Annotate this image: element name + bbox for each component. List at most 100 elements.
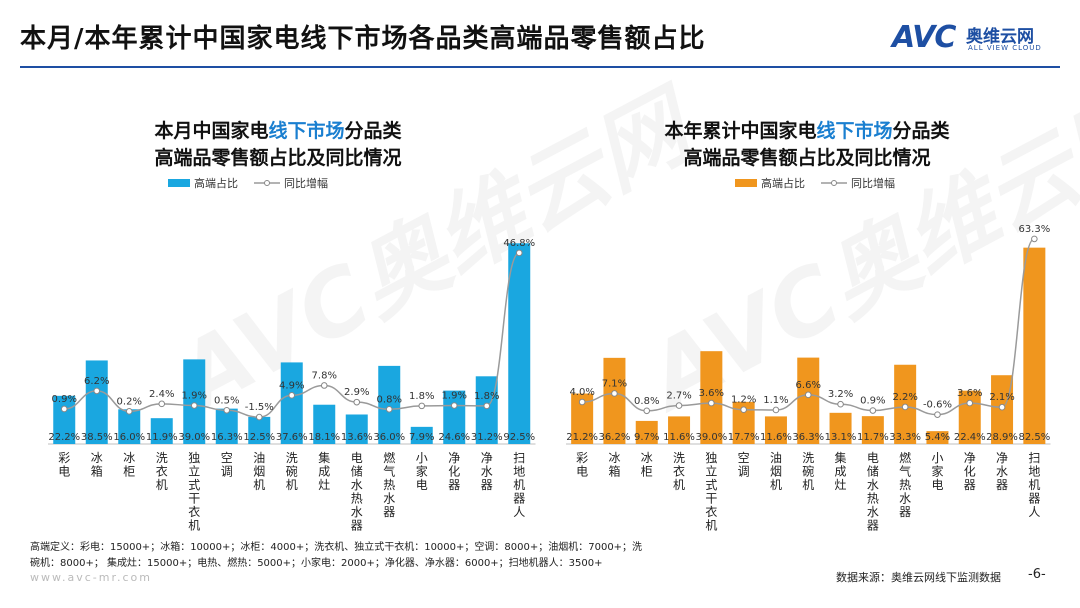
category-label-monthly-11-char-1: 家: [416, 464, 428, 479]
category-label-ytd-10-char-4: 器: [899, 505, 911, 519]
category-label-monthly-14-char-4: 人: [513, 505, 525, 519]
category-label-monthly-9-char-3: 热: [351, 492, 363, 506]
bar-label-ytd-7: 36.3%: [792, 432, 824, 443]
category-label-monthly-9-char-4: 水: [351, 505, 363, 519]
category-label-monthly-4-char-1: 立: [188, 464, 200, 479]
yoy-label-monthly-12: 1.9%: [442, 391, 467, 402]
bar-label-ytd-10: 33.3%: [889, 432, 921, 443]
yoy-point-ytd-11: [934, 411, 941, 418]
category-label-ytd-5-char-0: 空: [738, 451, 750, 465]
category-label-monthly-9-char-0: 电: [351, 451, 363, 465]
bar-label-monthly-7: 37.6%: [276, 432, 308, 443]
bar-label-monthly-14: 92.5%: [503, 432, 535, 443]
bar-monthly-12: [443, 390, 466, 444]
bar-monthly-7: [280, 362, 303, 444]
chart-title-monthly: 本月中国家电线下市场分品类 高端品零售额占比及同比情况: [154, 120, 402, 169]
category-label-monthly-6-char-1: 烟: [253, 465, 265, 479]
yoy-label-monthly-10: 0.8%: [377, 394, 402, 405]
category-label-ytd-4-char-3: 干: [705, 492, 717, 506]
yoy-label-monthly-11: 1.8%: [409, 391, 434, 402]
bar-label-monthly-2: 16.0%: [113, 432, 145, 443]
bar-label-monthly-3: 11.9%: [146, 432, 178, 443]
category-label-monthly-1-char-1: 箱: [91, 464, 103, 479]
bar-label-ytd-5: 17.7%: [728, 432, 760, 443]
category-label-monthly-14-char-0: 扫: [513, 451, 525, 465]
bar-label-ytd-9: 11.7%: [857, 432, 889, 443]
yoy-label-ytd-9: 0.9%: [860, 396, 885, 407]
bar-label-ytd-4: 39.0%: [695, 432, 727, 443]
yoy-point-ytd-1: [611, 390, 618, 397]
bar-label-monthly-13: 31.2%: [471, 432, 503, 443]
category-label-ytd-8-char-2: 灶: [835, 478, 847, 492]
yoy-line-monthly: [64, 252, 520, 418]
category-label-monthly-7-char-2: 机: [286, 478, 298, 492]
category-label-monthly-8-char-2: 灶: [318, 478, 330, 492]
yoy-point-ytd-3: [675, 402, 683, 409]
category-label-ytd-1-char-0: 冰: [608, 451, 620, 465]
yoy-point-monthly-7: [288, 392, 296, 399]
yoy-label-monthly-13: 1.8%: [474, 391, 499, 402]
yoy-label-monthly-7: 4.9%: [279, 380, 304, 391]
bar-ytd-2: [635, 420, 658, 444]
category-label-ytd-3-char-2: 机: [673, 478, 685, 492]
yoy-point-monthly-3: [158, 400, 166, 408]
legend-swatch-bar-monthly: [168, 179, 190, 187]
bar-ytd-3: [668, 416, 691, 444]
bar-label-monthly-4: 39.0%: [178, 432, 210, 443]
bar-label-ytd-3: 11.6%: [663, 432, 695, 443]
category-label-ytd-4-char-5: 机: [705, 519, 717, 533]
legend-marker-ytd: [831, 180, 837, 186]
bar-label-monthly-9: 13.6%: [341, 432, 373, 443]
category-label-monthly-5-char-0: 空: [221, 451, 233, 465]
yoy-point-monthly-6: [255, 413, 263, 421]
yoy-label-ytd-2: 0.8%: [634, 396, 659, 407]
yoy-label-ytd-7: 6.6%: [796, 380, 821, 391]
legend-label-bar-ytd: 高端占比: [761, 176, 805, 190]
category-label-ytd-0-char-1: 电: [576, 465, 588, 479]
bar-label-ytd-13: 28.9%: [986, 432, 1018, 443]
category-label-monthly-9-char-2: 水: [351, 478, 363, 492]
category-label-monthly-4-char-3: 干: [188, 492, 200, 506]
category-label-ytd-2-char-0: 冰: [641, 451, 653, 465]
category-label-monthly-2-char-1: 柜: [123, 465, 135, 479]
category-label-monthly-10-char-3: 水: [383, 492, 395, 506]
yoy-point-monthly-1: [93, 387, 101, 395]
category-label-ytd-12-char-1: 化: [964, 465, 976, 479]
yoy-label-monthly-3: 2.4%: [149, 389, 174, 400]
yoy-label-ytd-11: -0.6%: [923, 400, 952, 411]
category-label-ytd-14-char-2: 机: [1028, 478, 1040, 492]
bar-monthly-2: [118, 409, 141, 444]
category-label-ytd-8-char-1: 成: [835, 465, 847, 479]
bar-label-ytd-11: 5.4%: [925, 432, 950, 443]
bar-label-monthly-5: 16.3%: [211, 432, 243, 443]
category-label-ytd-10-char-3: 水: [899, 492, 911, 506]
bar-label-ytd-2: 9.7%: [634, 432, 659, 443]
category-label-ytd-4-char-0: 独: [705, 451, 717, 465]
yoy-label-monthly-14: 46.8%: [503, 238, 535, 249]
legend-label-line-monthly: 同比增幅: [284, 176, 328, 190]
category-label-ytd-7-char-2: 机: [802, 478, 814, 492]
category-label-monthly-13-char-2: 器: [481, 478, 493, 492]
category-label-ytd-9-char-3: 热: [867, 492, 879, 506]
category-label-ytd-11-char-1: 家: [931, 464, 943, 479]
bar-label-monthly-6: 12.5%: [243, 432, 275, 443]
yoy-point-ytd-4: [708, 399, 715, 407]
category-label-ytd-14-char-0: 扫: [1028, 451, 1040, 465]
category-label-monthly-11-char-0: 小: [416, 451, 428, 465]
category-label-monthly-14-char-1: 地: [513, 465, 525, 479]
logo-cn-text: 奥维云网: [966, 27, 1034, 47]
category-label-monthly-5-char-1: 调: [221, 465, 233, 479]
bar-monthly-14: [508, 243, 531, 444]
footnote-line-1: 高端定义：彩电：15000+；冰箱：10000+；冰柜：4000+；洗衣机、独立…: [30, 542, 643, 553]
bar-label-monthly-11: 7.9%: [409, 432, 434, 443]
category-label-monthly-1-char-0: 冰: [91, 451, 103, 465]
chart-title-ytd: 本年累计中国家电线下市场分品类 高端品零售额占比及同比情况: [664, 120, 950, 169]
category-label-ytd-0-char-0: 彩: [576, 451, 588, 465]
yoy-label-monthly-6: -1.5%: [245, 402, 274, 413]
yoy-point-ytd-14: [1031, 235, 1038, 243]
category-label-monthly-10-char-4: 器: [383, 505, 395, 519]
legend-label-line-ytd: 同比增幅: [851, 176, 895, 190]
bar-label-ytd-8: 13.1%: [825, 432, 857, 443]
category-label-monthly-6-char-0: 油: [253, 451, 265, 465]
yoy-point-monthly-0: [60, 405, 68, 413]
